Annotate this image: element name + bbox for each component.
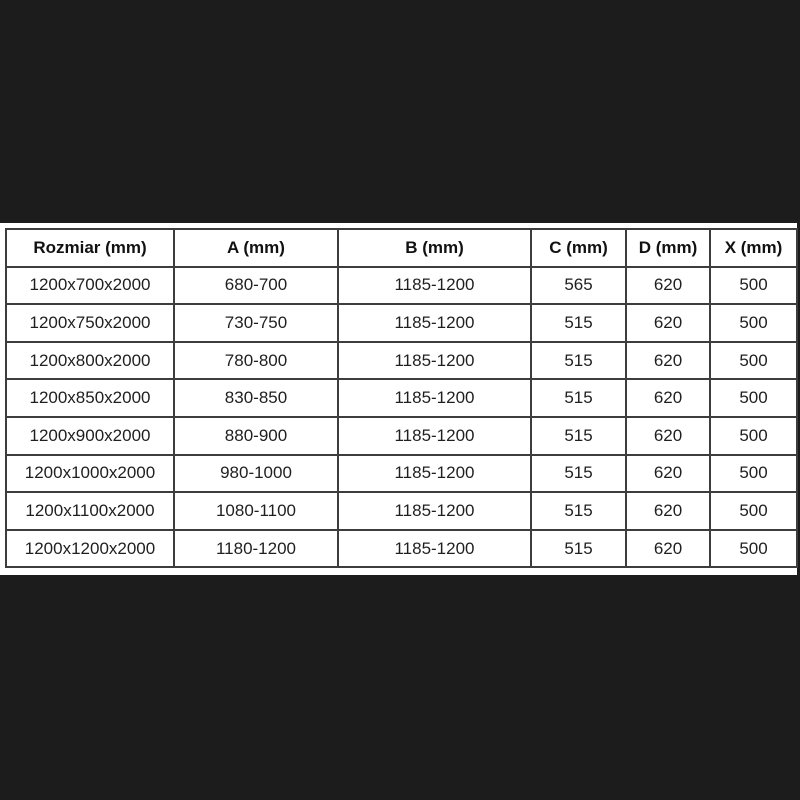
table-cell: 1080-1100 <box>173 491 339 531</box>
table-cell: 1185-1200 <box>337 491 532 531</box>
table-cell: 880-900 <box>173 415 339 456</box>
table-row: 1200x900x2000 880-900 1185-1200 515 620 500 <box>5 415 798 456</box>
table-row: 1200x1000x2000 980-1000 1185-1200 515 620 500 <box>5 453 798 494</box>
table-panel: Rozmiar (mm) A (mm) B (mm) C (mm) D (mm) X (m… <box>0 223 798 575</box>
table-cell: 1200x1200x2000 <box>5 528 175 569</box>
table-cell: 1200x800x2000 <box>5 340 175 381</box>
table-cell: 680-700 <box>173 265 339 306</box>
table-row: 1200x800x2000 780-800 1185-1200 515 620 500 <box>5 340 798 381</box>
table-cell: 515 <box>530 491 627 531</box>
table-cell: 1185-1200 <box>337 453 532 494</box>
table-cell: 980-1000 <box>173 453 339 494</box>
column-header: D (mm) <box>625 228 711 268</box>
table-row: 1200x850x2000 830-850 1185-1200 515 620 500 <box>5 378 798 418</box>
table-cell: 515 <box>530 415 627 456</box>
table-cell: 500 <box>709 378 798 418</box>
table-row: 1200x750x2000 730-750 1185-1200 515 620 500 <box>5 303 798 343</box>
table-cell: 1200x1000x2000 <box>5 453 175 494</box>
table-row: 1200x1100x2000 1080-1100 1185-1200 515 620 50… <box>5 491 798 531</box>
column-header: Rozmiar (mm) <box>5 228 175 268</box>
table-cell: 515 <box>530 453 627 494</box>
table-cell: 515 <box>530 340 627 381</box>
table-cell: 515 <box>530 528 627 569</box>
table-cell: 1185-1200 <box>337 303 532 343</box>
table-cell: 500 <box>709 491 798 531</box>
table-cell: 500 <box>709 303 798 343</box>
table-cell: 620 <box>625 340 711 381</box>
table-cell: 620 <box>625 303 711 343</box>
table-cell: 515 <box>530 378 627 418</box>
table-cell: 1185-1200 <box>337 265 532 306</box>
table-cell: 1185-1200 <box>337 528 532 569</box>
table-cell: 1200x850x2000 <box>5 378 175 418</box>
table-cell: 500 <box>709 453 798 494</box>
table-cell: 1185-1200 <box>337 415 532 456</box>
spec-table: Rozmiar (mm) A (mm) B (mm) C (mm) D (mm) X (m… <box>5 228 798 569</box>
table-cell: 780-800 <box>173 340 339 381</box>
table-cell: 620 <box>625 528 711 569</box>
table-cell: 500 <box>709 415 798 456</box>
table-cell: 1185-1200 <box>337 340 532 381</box>
table-cell: 515 <box>530 303 627 343</box>
table-cell: 500 <box>709 528 798 569</box>
table-cell: 565 <box>530 265 627 306</box>
column-header: B (mm) <box>337 228 532 268</box>
table-cell: 830-850 <box>173 378 339 418</box>
header-row: Rozmiar (mm) A (mm) B (mm) C (mm) D (mm) X (m… <box>5 228 798 268</box>
table-cell: 620 <box>625 378 711 418</box>
table-row: 1200x1200x2000 1180-1200 1185-1200 515 620 50… <box>5 528 798 569</box>
table-row: 1200x700x2000 680-700 1185-1200 565 620 500 <box>5 265 798 306</box>
table-cell: 1200x1100x2000 <box>5 491 175 531</box>
table-cell: 1185-1200 <box>337 378 532 418</box>
table-cell: 1200x900x2000 <box>5 415 175 456</box>
table-cell: 500 <box>709 265 798 306</box>
table-cell: 1180-1200 <box>173 528 339 569</box>
table-cell: 730-750 <box>173 303 339 343</box>
table-cell: 620 <box>625 265 711 306</box>
table-cell: 620 <box>625 491 711 531</box>
table-head: Rozmiar (mm) A (mm) B (mm) C (mm) D (mm) X (m… <box>5 228 798 268</box>
table-cell: 620 <box>625 453 711 494</box>
table-cell: 1200x700x2000 <box>5 265 175 306</box>
column-header: C (mm) <box>530 228 627 268</box>
table-cell: 500 <box>709 340 798 381</box>
column-header: A (mm) <box>173 228 339 268</box>
column-header: X (mm) <box>709 228 798 268</box>
table-cell: 1200x750x2000 <box>5 303 175 343</box>
table-body: 1200x700x2000 680-700 1185-1200 565 620 500 12… <box>5 265 798 569</box>
table-cell: 620 <box>625 415 711 456</box>
